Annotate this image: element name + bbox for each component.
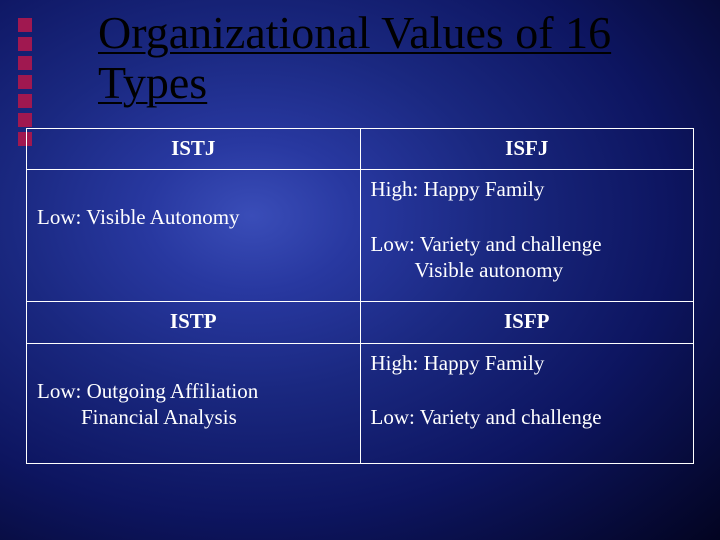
- cell-istp: Low: Outgoing Affiliation Financial Anal…: [27, 343, 361, 463]
- low-line1: Low: Outgoing Affiliation: [37, 378, 350, 404]
- bullet-square: [18, 75, 32, 89]
- spacer: [371, 376, 684, 404]
- page-title: Organizational Values of 16 Types: [98, 8, 720, 107]
- low-line2: Financial Analysis: [37, 404, 350, 430]
- header-isfj: ISFJ: [360, 129, 694, 170]
- header-istj: ISTJ: [27, 129, 361, 170]
- spacer: [371, 203, 684, 231]
- low-line2: Visible autonomy: [371, 257, 684, 283]
- high-text: High: Happy Family: [371, 350, 684, 376]
- table-body-row-2: Low: Outgoing Affiliation Financial Anal…: [27, 343, 694, 463]
- low-line1: Low: Visible Autonomy: [37, 204, 350, 230]
- table-body-row-1: Low: Visible Autonomy High: Happy Family…: [27, 170, 694, 302]
- table-header-row-1: ISTJ ISFJ: [27, 129, 694, 170]
- bullet-square: [18, 56, 32, 70]
- bullet-square: [18, 37, 32, 51]
- table-header-row-2: ISTP ISFP: [27, 302, 694, 343]
- cell-istj: Low: Visible Autonomy: [27, 170, 361, 302]
- header-istp: ISTP: [27, 302, 361, 343]
- bullet-square: [18, 18, 32, 32]
- cell-isfj: High: Happy Family Low: Variety and chal…: [360, 170, 694, 302]
- low-line1: Low: Variety and challenge: [371, 231, 684, 257]
- bullet-square: [18, 113, 32, 127]
- high-text: High: Happy Family: [371, 176, 684, 202]
- low-line1: Low: Variety and challenge: [371, 404, 684, 430]
- bullet-square: [18, 94, 32, 108]
- header-isfp: ISFP: [360, 302, 694, 343]
- spacer: [37, 350, 350, 378]
- spacer: [37, 176, 350, 204]
- cell-isfp: High: Happy Family Low: Variety and chal…: [360, 343, 694, 463]
- decorative-bullet-strip: [18, 18, 32, 146]
- types-table: ISTJ ISFJ Low: Visible Autonomy High: Ha…: [26, 128, 694, 464]
